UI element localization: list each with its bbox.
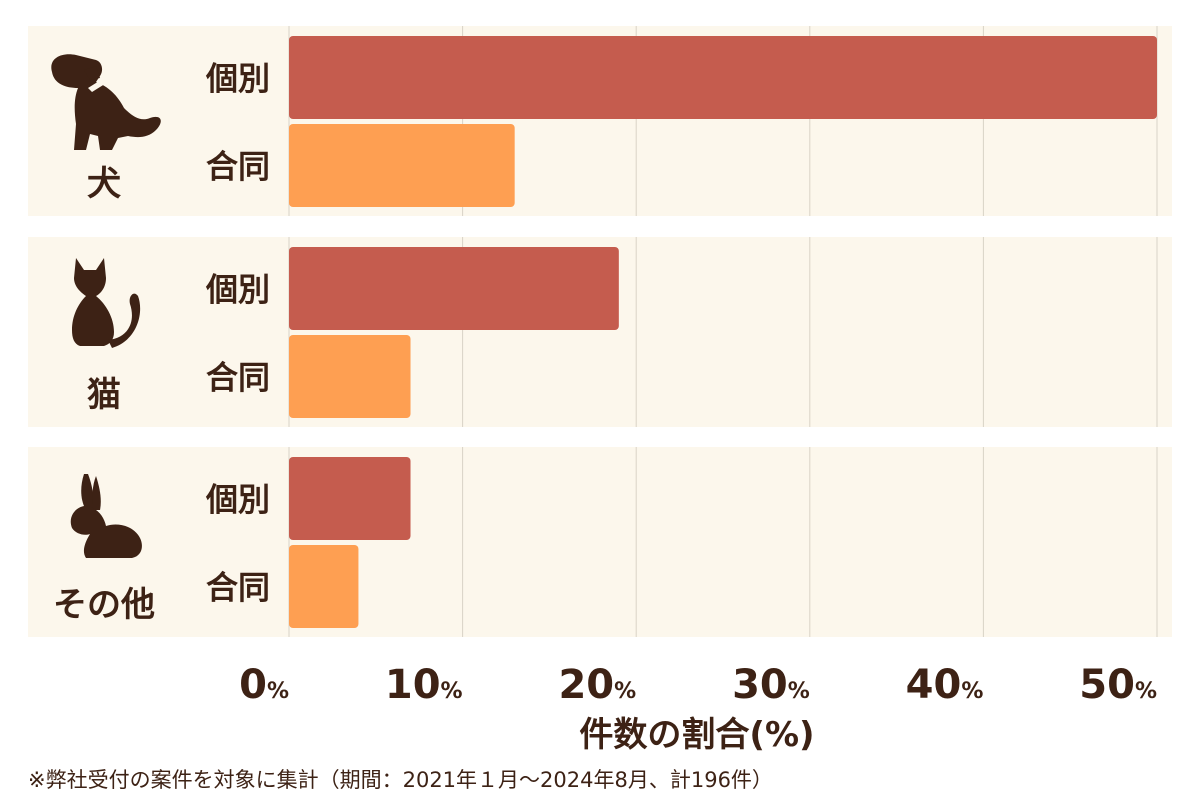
rabbit-icon xyxy=(70,474,142,558)
x-tick-label: 10% xyxy=(385,662,463,708)
x-tick-label: 40% xyxy=(906,662,984,708)
series-label: 合同 xyxy=(206,359,270,397)
bar xyxy=(289,36,1157,119)
x-tick-label: 50% xyxy=(1079,662,1157,708)
bar xyxy=(289,545,359,628)
x-tick-label: 30% xyxy=(732,662,810,708)
footnote: ※弊社受付の案件を対象に集計（期間：2021年１月〜2024年8月、計196件） xyxy=(28,768,773,792)
series-label: 合同 xyxy=(206,148,270,186)
panel-background xyxy=(28,447,1172,637)
group-label: その他 xyxy=(53,585,155,625)
dog-icon xyxy=(51,54,161,151)
bar xyxy=(289,247,619,330)
series-label: 個別 xyxy=(205,60,270,98)
bar xyxy=(289,335,411,418)
bar xyxy=(289,457,411,540)
series-label: 個別 xyxy=(205,481,270,519)
cat-icon xyxy=(72,258,141,348)
x-tick-label: 0% xyxy=(239,662,289,708)
x-axis-title: 件数の割合(%) xyxy=(579,715,814,755)
x-tick-label: 20% xyxy=(558,662,636,708)
group-label: 犬 xyxy=(87,164,121,204)
bar xyxy=(289,124,515,207)
group-label: 猫 xyxy=(87,375,121,415)
series-label: 合同 xyxy=(206,569,270,607)
series-label: 個別 xyxy=(205,271,270,309)
